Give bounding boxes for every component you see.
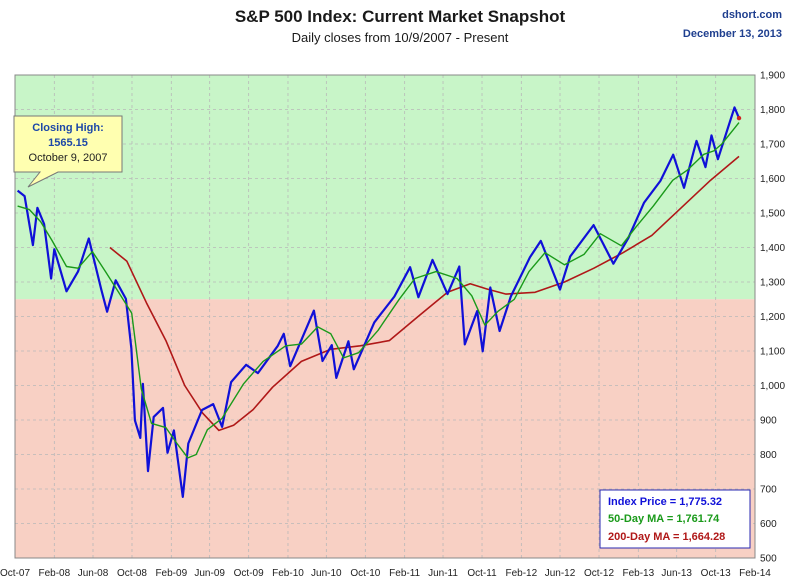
x-tick-label: Jun-08 xyxy=(78,568,109,579)
legend-frame xyxy=(599,489,751,549)
chart-title: S&P 500 Index: Current Market Snapshot xyxy=(235,7,566,26)
x-tick-label: Oct-13 xyxy=(701,568,731,579)
x-tick-label: Feb-10 xyxy=(272,568,304,579)
y-tick-label: 600 xyxy=(760,519,777,530)
x-tick-label: Jun-10 xyxy=(311,568,342,579)
y-tick-label: 1,400 xyxy=(760,243,785,254)
x-tick-label: Feb-14 xyxy=(739,568,771,579)
x-tick-label: Jun-11 xyxy=(428,568,458,579)
y-tick-label: 1,700 xyxy=(760,140,785,151)
callout-box xyxy=(13,115,123,188)
x-tick-label: Feb-08 xyxy=(38,568,70,579)
upper-zone xyxy=(15,75,755,300)
chart-subtitle: Daily closes from 10/9/2007 - Present xyxy=(292,30,509,45)
x-tick-label: Oct-12 xyxy=(584,568,614,579)
x-tick-label: Oct-09 xyxy=(234,568,264,579)
y-tick-label: 1,000 xyxy=(760,381,785,392)
ma200-line xyxy=(109,155,740,432)
callout-line-3: October 9, 2007 xyxy=(29,152,108,164)
y-tick-label: 1,100 xyxy=(760,347,785,358)
y-tick-label: 900 xyxy=(760,416,777,427)
x-tick-label: Feb-13 xyxy=(622,568,654,579)
y-tick-label: 1,900 xyxy=(760,71,785,82)
source-label: dshort.com xyxy=(722,9,782,21)
legend-box: Index Price = 1,775.32 50-Day MA = 1,761… xyxy=(599,489,751,549)
legend-index-price: Index Price = 1,775.32 xyxy=(608,496,722,508)
x-tick-label: Oct-07 xyxy=(0,568,30,579)
y-tick-label: 1,300 xyxy=(760,278,785,289)
x-tick-label: Jun-12 xyxy=(545,568,576,579)
callout-line-1: Closing High: xyxy=(32,122,104,134)
y-tick-label: 800 xyxy=(760,450,777,461)
x-tick-label: Oct-10 xyxy=(350,568,380,579)
plot-frame xyxy=(14,74,756,559)
x-tick-label: Feb-11 xyxy=(389,568,420,579)
legend-50day-ma: 50-Day MA = 1,761.74 xyxy=(608,513,720,525)
callout-line-2: 1565.15 xyxy=(48,137,88,149)
closing-high-callout: Closing High: 1565.15 October 9, 2007 xyxy=(13,115,123,188)
y-tick-label: 700 xyxy=(760,485,777,496)
x-tick-label: Oct-11 xyxy=(467,568,497,579)
y-tick-label: 1,800 xyxy=(760,105,785,116)
x-tick-label: Jun-09 xyxy=(194,568,225,579)
y-tick-label: 1,500 xyxy=(760,209,785,220)
last-price-marker xyxy=(736,115,742,121)
x-tick-label: Jun-13 xyxy=(661,568,692,579)
index-price-line xyxy=(16,106,741,498)
x-tick-label: Oct-08 xyxy=(117,568,147,579)
x-tick-label: Feb-12 xyxy=(505,568,537,579)
y-tick-label: 1,200 xyxy=(760,312,785,323)
date-label: December 13, 2013 xyxy=(683,28,782,40)
ma50-line xyxy=(17,122,740,459)
legend-200day-ma: 200-Day MA = 1,664.28 xyxy=(608,531,725,543)
x-tick-label: Feb-09 xyxy=(155,568,187,579)
y-tick-label: 500 xyxy=(760,554,777,565)
y-tick-label: 1,600 xyxy=(760,174,785,185)
